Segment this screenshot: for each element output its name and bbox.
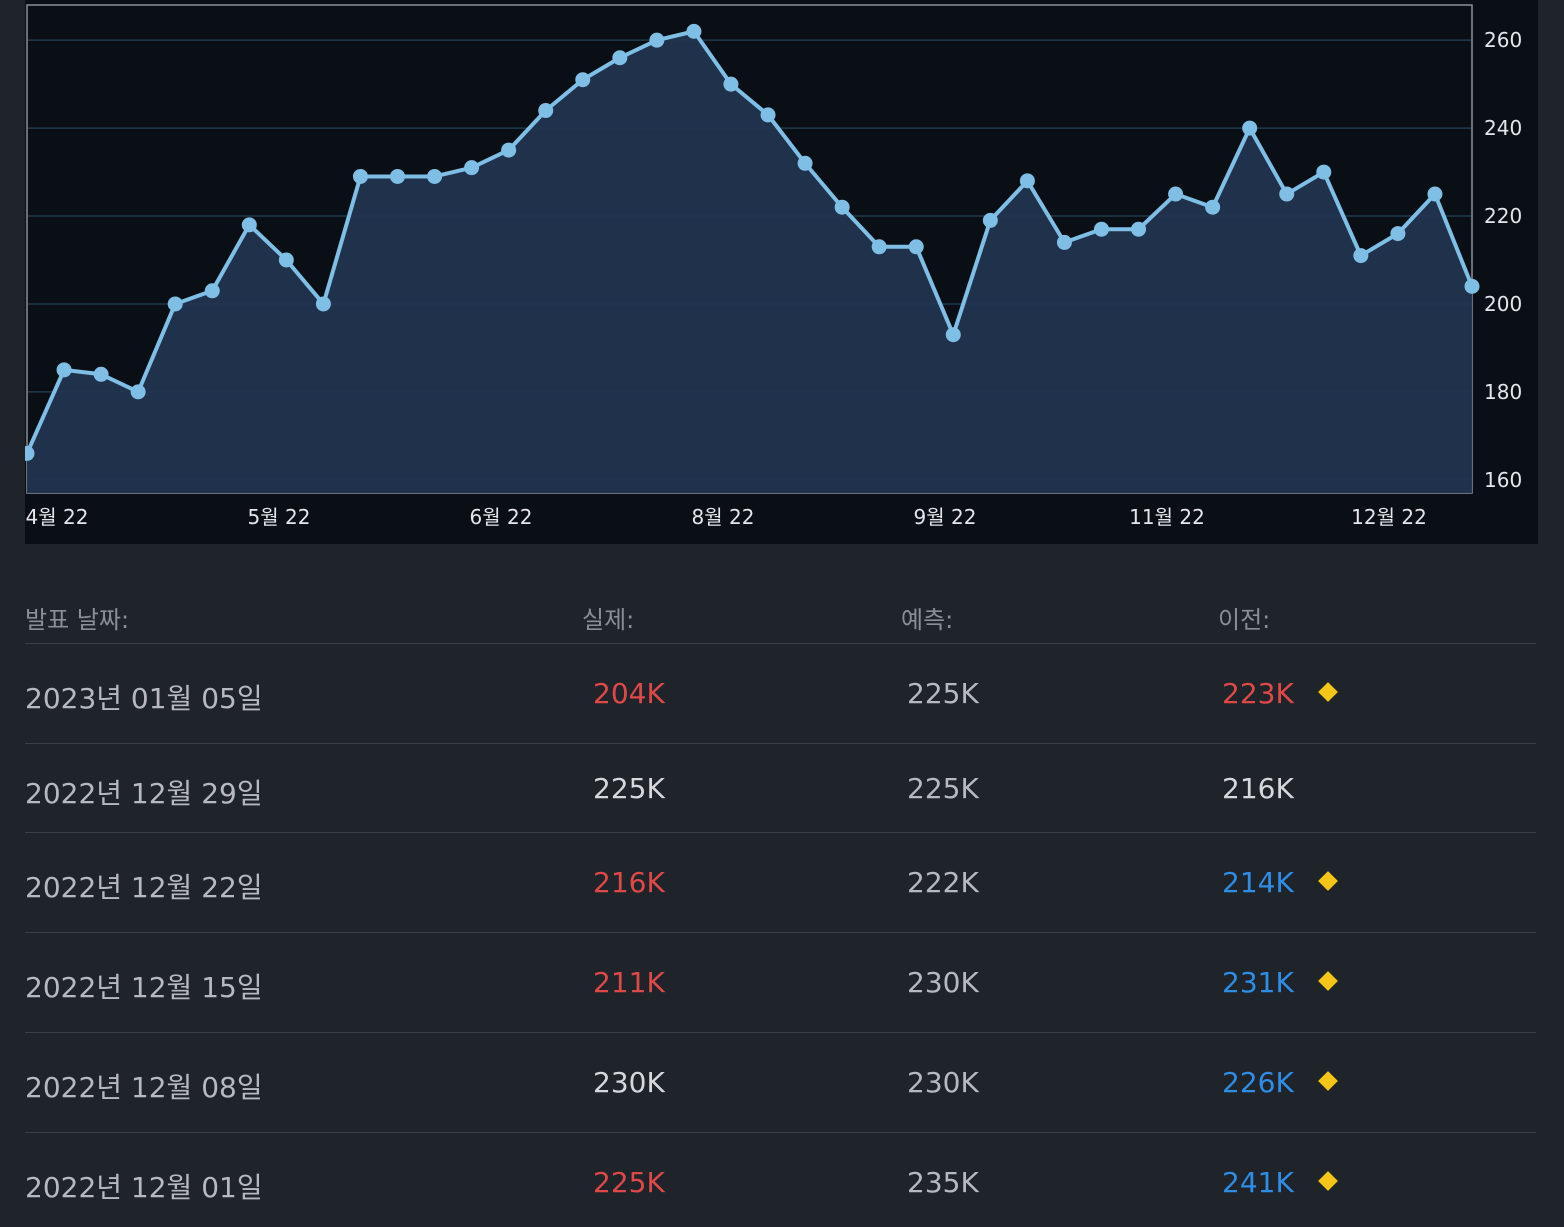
data-point [130, 384, 146, 400]
data-point [390, 168, 406, 184]
cell-actual: 216K [593, 866, 665, 899]
diamond-icon [1318, 871, 1338, 891]
diamond-icon [1318, 1071, 1338, 1091]
data-point [612, 50, 628, 66]
y-tick-label: 260 [1484, 28, 1522, 52]
data-point [871, 239, 887, 255]
diamond-icon [1318, 971, 1338, 991]
cell-date: 2022년 12월 01일 [25, 1171, 263, 1204]
header-actual: 실제: [582, 606, 635, 634]
data-point [241, 217, 257, 233]
cell-previous: 223K [1222, 677, 1294, 710]
y-tick-label: 200 [1484, 292, 1522, 316]
data-point [908, 239, 924, 255]
area-fill [27, 31, 1472, 493]
data-point [278, 252, 294, 268]
data-point [1131, 221, 1147, 237]
x-tick-label: 5월 22 [248, 505, 311, 529]
data-point [1353, 248, 1369, 264]
header-previous: 이전: [1218, 606, 1271, 634]
y-tick-label: 180 [1484, 380, 1522, 404]
cell-previous: 214K [1222, 866, 1294, 899]
cell-forecast: 230K [907, 1066, 979, 1099]
cell-actual: 211K [593, 966, 665, 999]
data-point [1390, 226, 1406, 242]
data-point [760, 107, 776, 123]
data-point [427, 168, 443, 184]
table-row[interactable]: 2022년 12월 29일 225K 225K 216K [25, 744, 1536, 833]
data-point [723, 76, 739, 92]
data-point [167, 296, 183, 312]
cell-date: 2022년 12월 08일 [25, 1071, 263, 1104]
data-point [1316, 164, 1332, 180]
data-point [1056, 234, 1072, 250]
table-body: 2023년 01월 05일 204K 225K 223K 2022년 12월 29일 22… [25, 644, 1536, 1227]
line-area-chart: 160 180 200 220 240 260 4월 22 5월 22 6월 22 8월 22 9월… [25, 4, 1522, 529]
data-point [945, 327, 961, 343]
y-tick-label: 160 [1484, 468, 1522, 492]
data-point [352, 168, 368, 184]
diamond-icon [1318, 682, 1338, 702]
cell-date: 2022년 12월 29일 [25, 776, 263, 810]
cell-forecast: 230K [907, 966, 979, 999]
data-point [538, 103, 554, 119]
cell-date: 2022년 12월 22일 [25, 871, 263, 904]
cell-date: 2022년 12월 15일 [25, 971, 263, 1004]
cell-previous: 226K [1222, 1066, 1294, 1099]
data-point [315, 296, 331, 312]
series-line [25, 29, 1474, 455]
cell-forecast: 222K [907, 866, 979, 899]
table-row[interactable]: 2022년 12월 22일 216K 222K 214K [25, 833, 1536, 933]
header-forecast: 예측: [901, 606, 954, 634]
data-point [93, 366, 109, 382]
chart-panel: 160 180 200 220 240 260 4월 22 5월 22 6월 22 8월 22 9월… [25, 0, 1538, 544]
data-point [797, 155, 813, 171]
data-point [575, 72, 591, 88]
x-tick-label: 6월 22 [470, 505, 533, 529]
table-header: 발표 날짜: 실제: 예측: 이전: [25, 578, 1536, 644]
cell-actual: 225K [593, 1166, 665, 1199]
cell-previous: 216K [1222, 771, 1294, 805]
cell-actual: 204K [593, 677, 665, 710]
table-row[interactable]: 2023년 01월 05일 204K 225K 223K [25, 644, 1536, 744]
x-tick-label: 12월 22 [1351, 505, 1427, 529]
data-point [56, 362, 72, 378]
data-table: 발표 날짜: 실제: 예측: 이전: 2023년 01월 05일 204K 225K… [25, 578, 1536, 1227]
data-point [25, 445, 35, 461]
cell-date: 2023년 01월 05일 [25, 682, 263, 715]
y-tick-label: 240 [1484, 116, 1522, 140]
x-tick-label: 4월 22 [26, 505, 89, 529]
data-point [686, 23, 702, 39]
data-point [1279, 186, 1295, 202]
data-point [501, 142, 517, 158]
cell-actual: 225K [593, 771, 665, 805]
data-point [1019, 173, 1035, 189]
data-point [834, 199, 850, 215]
data-point [1093, 221, 1109, 237]
diamond-icon [1318, 1171, 1338, 1191]
y-tick-label: 220 [1484, 204, 1522, 228]
cell-forecast: 225K [907, 771, 979, 805]
data-point [649, 32, 665, 48]
data-point [204, 283, 220, 299]
table-row[interactable]: 2022년 12월 01일 225K 235K 241K [25, 1133, 1536, 1227]
cell-previous: 231K [1222, 966, 1294, 999]
cell-forecast: 225K [907, 677, 979, 710]
data-point [1168, 186, 1184, 202]
x-tick-label: 8월 22 [692, 505, 755, 529]
x-tick-label: 9월 22 [914, 505, 977, 529]
x-tick-label: 11월 22 [1129, 505, 1205, 529]
data-point [1205, 199, 1221, 215]
cell-forecast: 235K [907, 1166, 979, 1199]
data-point [1464, 278, 1480, 294]
data-point [982, 212, 998, 228]
header-date: 발표 날짜: [25, 606, 130, 634]
table-row[interactable]: 2022년 12월 08일 230K 230K 226K [25, 1033, 1536, 1133]
data-point [464, 160, 480, 176]
cell-actual: 230K [593, 1066, 665, 1099]
data-point [1427, 186, 1443, 202]
data-point [1242, 120, 1258, 136]
table-row[interactable]: 2022년 12월 15일 211K 230K 231K [25, 933, 1536, 1033]
cell-previous: 241K [1222, 1166, 1294, 1199]
